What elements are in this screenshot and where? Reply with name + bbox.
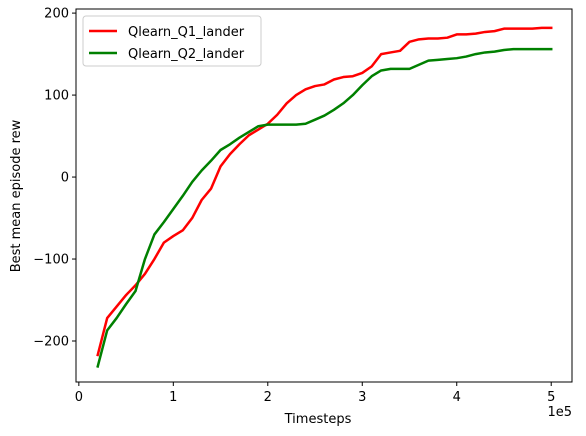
series-line-q2 [96,47,553,368]
plot-lines [96,26,553,368]
legend-label-q1: Qlearn_Q1_lander [128,25,245,40]
x-tick-label: 3 [358,390,366,405]
y-tick-label: −100 [33,253,69,268]
x-tick-label: 5 [547,390,555,405]
x-tick-label: 2 [264,390,272,405]
x-tick-label: 4 [453,390,461,405]
legend: Qlearn_Q1_lander Qlearn_Q2_lander [82,15,262,67]
y-axis-ticks: −200 −100 0 100 200 [33,7,76,350]
y-tick-label: 100 [44,89,69,104]
x-axis-label: Timesteps [284,412,352,427]
x-tick-label: 0 [75,390,83,405]
plot-frame [75,8,573,383]
y-tick-label: 200 [44,7,69,22]
series-line-q1 [96,26,553,357]
legend-box [82,15,262,67]
x-tick-label: 1 [169,390,177,405]
legend-label-q2: Qlearn_Q2_lander [128,47,245,62]
y-tick-label: 0 [61,171,69,186]
x-axis-offset-label: 1e5 [547,405,572,420]
y-tick-label: −200 [33,335,69,350]
x-axis-ticks: 0 1 2 3 4 5 [75,382,555,405]
y-axis-label: Best mean episode rew [9,119,24,272]
